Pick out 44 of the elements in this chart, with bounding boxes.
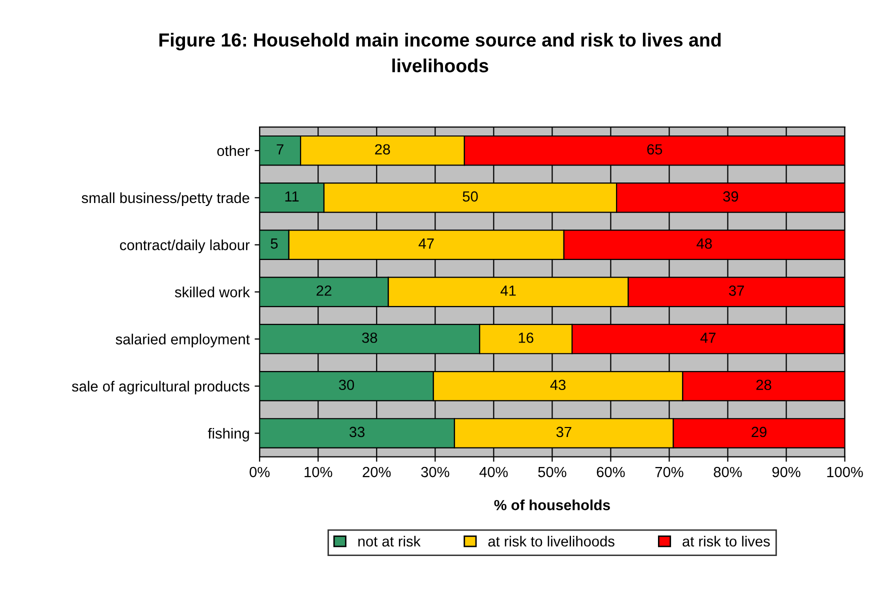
x-tick-label: 20% [362, 466, 391, 478]
data-label: 47 [700, 332, 716, 343]
data-label: 11 [285, 191, 299, 202]
data-label: 33 [349, 426, 365, 438]
data-label: 22 [316, 286, 332, 296]
data-label: 48 [696, 238, 712, 249]
y-tick-label: skilled work [174, 286, 250, 298]
y-tick-label: fishing [208, 428, 249, 442]
data-label: 37 [556, 426, 572, 438]
x-tick-label: 80% [714, 466, 742, 478]
x-tick-label: 40% [479, 466, 508, 478]
data-label: 43 [550, 380, 566, 390]
data-label: 50 [462, 191, 478, 202]
data-label: 5 [270, 238, 278, 249]
data-label: 47 [418, 238, 434, 249]
legend-label: at risk to lives [682, 536, 770, 547]
x-tick-label: 50% [538, 466, 566, 478]
y-tick-label: other [217, 145, 250, 156]
y-tick-label: contract/daily labour [120, 240, 250, 254]
x-tick-label: 0% [250, 466, 270, 478]
x-tick-label: 90% [772, 466, 800, 478]
data-label: 37 [728, 286, 744, 296]
x-tick-label: 100% [827, 466, 863, 478]
legend-label: at risk to livelihoods [488, 536, 614, 547]
data-label: 29 [752, 426, 766, 438]
data-label: 38 [362, 332, 378, 343]
data-label: 28 [756, 380, 772, 390]
chart-title: Figure 16: Household main income source and risk to lives and livelihoods [159, 32, 721, 72]
y-tick-label: salaried employment [116, 334, 250, 348]
data-label: 30 [338, 380, 354, 390]
x-tick-label: 30% [421, 466, 450, 478]
data-label: 16 [518, 332, 534, 343]
data-label: 41 [500, 286, 516, 296]
data-label: 7 [276, 144, 284, 154]
data-label: 65 [647, 144, 662, 155]
x-tick-label: 60% [596, 466, 625, 478]
legend-label: not at risk [358, 536, 421, 547]
y-tick-label: sale of agricultural products [72, 380, 250, 394]
data-label: 28 [375, 144, 390, 155]
y-tick-label: small business/petty trade [82, 192, 250, 206]
x-axis-title: % of households [494, 500, 610, 510]
x-tick-label: 70% [655, 466, 684, 478]
data-label: 39 [723, 191, 738, 202]
x-tick-label: 10% [304, 466, 332, 478]
